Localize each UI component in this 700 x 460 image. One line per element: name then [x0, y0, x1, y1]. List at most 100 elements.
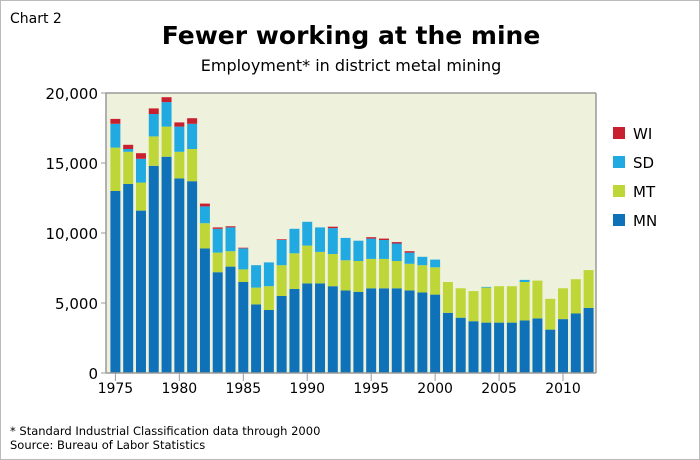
bar-mt-2011 — [570, 279, 581, 314]
bar-mn-1990 — [302, 283, 313, 373]
bar-mt-1981 — [187, 149, 198, 182]
bar-wi-1995 — [366, 237, 377, 239]
bar-sd-1994 — [353, 240, 364, 261]
bar-mt-2001 — [442, 282, 453, 313]
bar-sd-1978 — [148, 114, 159, 137]
bar-sd-1976 — [123, 149, 134, 152]
x-tick-label: 1990 — [289, 381, 325, 397]
bar-mn-2011 — [570, 313, 581, 373]
bar-wi-1996 — [378, 238, 389, 240]
bar-sd-1986 — [251, 265, 262, 288]
bar-wi-1982 — [199, 203, 210, 207]
x-tick-label: 1995 — [353, 381, 389, 397]
legend-swatch-sd — [613, 156, 625, 168]
bar-mn-2009 — [545, 329, 556, 373]
bar-mt-1988 — [276, 265, 287, 296]
bar-sd-1984 — [225, 227, 236, 252]
bar-mn-1989 — [289, 289, 300, 373]
bar-mt-2012 — [583, 270, 594, 308]
bar-mt-1979 — [161, 126, 172, 157]
bar-mn-2002 — [455, 317, 466, 373]
bar-mn-1976 — [123, 184, 134, 373]
x-tick-label: 2005 — [481, 381, 517, 397]
bar-mn-1981 — [187, 181, 198, 373]
bar-sd-1985 — [238, 248, 249, 270]
bar-mn-1998 — [404, 290, 415, 373]
bar-mn-1996 — [378, 288, 389, 373]
bar-mt-1977 — [135, 182, 146, 211]
bar-wi-1975 — [110, 118, 121, 124]
bar-wi-1984 — [225, 226, 236, 228]
bar-sd-2000 — [430, 259, 441, 268]
bar-wi-1985 — [238, 247, 249, 249]
bar-sd-1979 — [161, 102, 172, 127]
bar-sd-1993 — [340, 237, 351, 261]
bar-mn-2008 — [532, 318, 543, 373]
bar-mt-1987 — [263, 286, 274, 310]
bar-mt-1983 — [212, 252, 223, 273]
bar-mt-2010 — [558, 288, 569, 320]
bar-sd-1989 — [289, 228, 300, 254]
bar-sd-1998 — [404, 252, 415, 264]
bar-sd-1982 — [199, 206, 210, 224]
bar-mn-1993 — [340, 290, 351, 373]
bar-mt-1992 — [327, 254, 338, 287]
bar-wi-1976 — [123, 144, 134, 149]
source: Source: Bureau of Labor Statistics — [10, 438, 206, 452]
bar-mn-1997 — [391, 288, 402, 373]
legend-label-mt: MT — [633, 183, 656, 201]
bar-mt-1980 — [174, 151, 185, 179]
bar-mn-1980 — [174, 178, 185, 373]
bar-mt-2002 — [455, 288, 466, 318]
bar-mn-1975 — [110, 191, 121, 373]
bar-sd-2007 — [519, 279, 530, 282]
legend-swatch-mt — [613, 185, 625, 197]
bar-mn-2000 — [430, 294, 441, 373]
bar-sd-1988 — [276, 240, 287, 266]
legend-label-mn: MN — [633, 212, 657, 230]
bar-wi-1980 — [174, 122, 185, 127]
bar-sd-1990 — [302, 221, 313, 246]
bar-mt-1984 — [225, 251, 236, 267]
bar-sd-1975 — [110, 123, 121, 148]
bar-wi-1988 — [276, 239, 287, 240]
bar-mt-2005 — [494, 286, 505, 323]
y-tick-label: 20,000 — [46, 85, 99, 103]
bar-sd-1977 — [135, 158, 146, 183]
bar-mt-1998 — [404, 263, 415, 291]
bar-sd-1980 — [174, 126, 185, 152]
bar-mt-1996 — [378, 258, 389, 289]
bar-wi-1998 — [404, 251, 415, 253]
bar-sd-1996 — [378, 240, 389, 259]
bar-mn-1982 — [199, 248, 210, 373]
y-tick-label: 10,000 — [46, 225, 99, 243]
bar-mt-1978 — [148, 136, 159, 166]
bar-mt-1993 — [340, 260, 351, 291]
chart-number: Chart 2 — [10, 11, 62, 27]
bar-mt-1986 — [251, 287, 262, 305]
bar-mt-2009 — [545, 298, 556, 330]
bar-mn-2012 — [583, 307, 594, 373]
bar-mn-2006 — [506, 322, 517, 373]
bar-mt-1976 — [123, 151, 134, 184]
x-tick-label: 1980 — [162, 381, 198, 397]
bar-mn-1995 — [366, 288, 377, 373]
bar-mt-1985 — [238, 269, 249, 282]
footnote: * Standard Industrial Classification dat… — [10, 424, 321, 438]
x-tick-label: 2000 — [417, 381, 453, 397]
bar-mt-2000 — [430, 267, 441, 295]
bar-mn-1978 — [148, 165, 159, 373]
bar-mn-1991 — [315, 283, 326, 373]
legend-swatch-mn — [613, 214, 625, 226]
bar-mn-2001 — [442, 312, 453, 373]
bar-wi-1997 — [391, 242, 402, 244]
bar-sd-1987 — [263, 262, 274, 287]
bar-sd-1999 — [417, 256, 428, 266]
bar-mt-1989 — [289, 253, 300, 289]
y-tick-label: 15,000 — [46, 155, 99, 173]
bar-mn-1994 — [353, 291, 364, 373]
bar-mn-2003 — [468, 321, 479, 373]
x-tick-label: 1985 — [225, 381, 261, 397]
